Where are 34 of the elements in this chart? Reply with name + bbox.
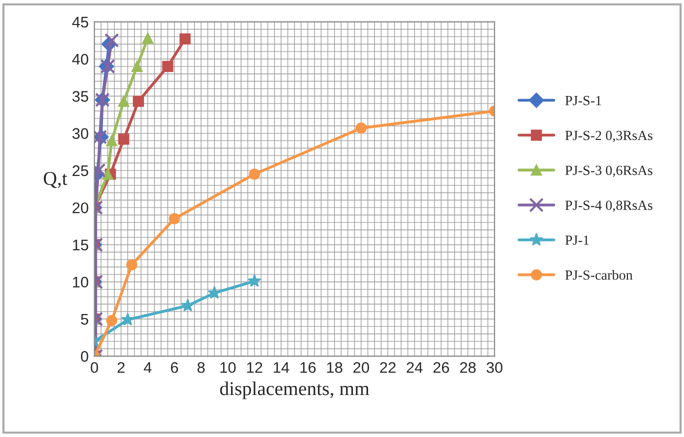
y-tick-label: 0 [80,351,88,362]
legend-label: PJ-1 [565,236,589,245]
y-tick-label: 25 [72,165,88,176]
legend-label: PJ-S-2 0,3RsAs [565,130,652,142]
y-tick-label: 35 [72,91,88,102]
x-tick-label: 18 [327,362,342,373]
x-tick-label: 26 [433,362,450,373]
x-tick-label: 0 [90,362,98,373]
legend-label: PJ-S-3 0,6RsAs [565,166,652,178]
x-tick-label: 12 [247,362,262,373]
x-tick-label: 10 [220,362,236,373]
x-tick-label: 30 [486,362,502,373]
x-tick-label: 24 [406,362,423,373]
x-tick-label: 2 [118,362,125,373]
legend-label: PJ-S-1 [565,96,602,106]
y-tick-label: 30 [72,128,88,139]
x-axis-title: displacements, mm [220,382,370,400]
x-tick-label: 14 [274,362,290,373]
y-tick-label: 20 [72,202,88,214]
y-tick-label: 40 [72,54,88,65]
y-tick-label: 45 [72,16,88,28]
x-tick-label: 20 [353,362,370,373]
x-tick-label: 16 [300,362,316,373]
y-axis-title: Q,t [44,172,68,188]
y-tick-label: 15 [73,240,88,250]
legend-label: PJ-S-carbon [565,270,633,280]
x-tick-label: 8 [198,362,205,373]
x-tick-label: 6 [170,362,178,373]
x-tick-label: 28 [460,362,476,373]
x-tick-label: 22 [380,362,396,373]
x-tick-label: 4 [144,362,152,373]
y-tick-label: 10 [73,276,88,288]
y-tick-label: 5 [80,314,88,325]
legend-label: PJ-S-4 0,8RsAs [565,200,652,212]
